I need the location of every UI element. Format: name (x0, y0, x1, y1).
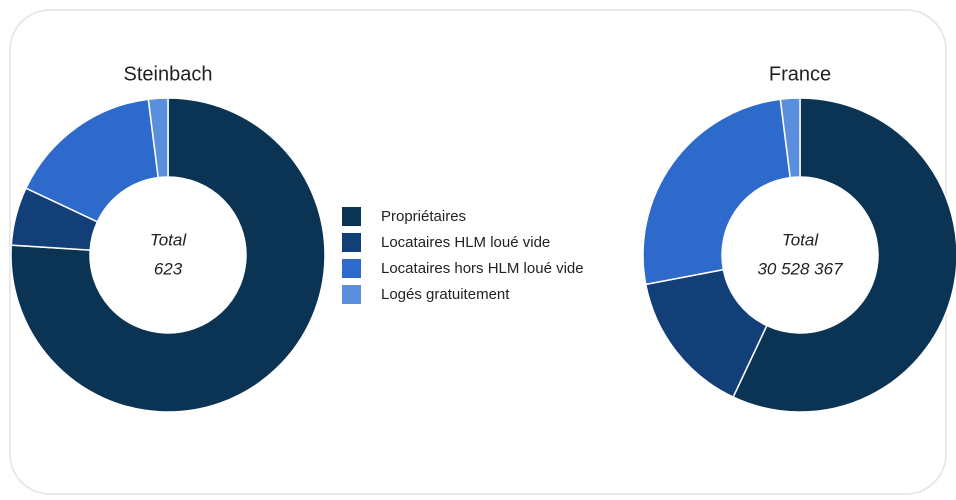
legend-label: Propriétaires (381, 208, 466, 225)
chart-title: Steinbach (124, 63, 213, 85)
slice (779, 97, 801, 179)
legend-label: Locataires hors HLM loué vide (381, 260, 584, 277)
slice (732, 97, 956, 413)
center-label: Total (150, 230, 187, 249)
legend-swatch (342, 285, 361, 304)
slice (10, 97, 326, 413)
slice (644, 268, 768, 399)
legend-swatch (342, 259, 361, 278)
total-value: 623 (154, 259, 183, 278)
slice (147, 97, 169, 179)
slice (24, 98, 160, 223)
legend-swatch (342, 207, 361, 226)
legend-label: Logés gratuitement (381, 286, 510, 303)
legend-swatch (342, 233, 361, 252)
center-label: Total (782, 230, 819, 249)
chart-title: France (769, 63, 831, 85)
total-value: 30 528 367 (757, 259, 843, 278)
slice (642, 98, 792, 286)
legend-label: Locataires HLM loué vide (381, 234, 550, 251)
